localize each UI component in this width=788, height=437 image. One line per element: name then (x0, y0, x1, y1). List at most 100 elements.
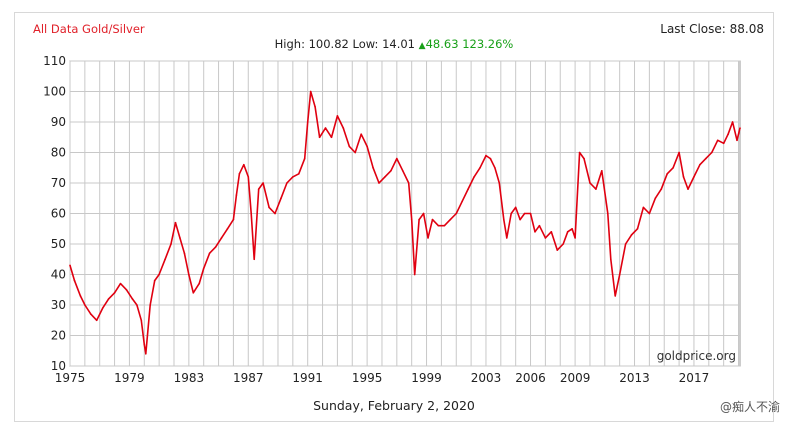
data-point (410, 218, 413, 221)
series-line (69, 90, 741, 355)
data-point (179, 237, 181, 239)
y-tick-label: 20 (51, 329, 66, 343)
data-point (614, 295, 617, 297)
low-value: 14.01 (382, 37, 416, 51)
data-point (247, 176, 250, 178)
data-point (309, 90, 312, 93)
change-percent: 123.26% (462, 37, 514, 51)
data-point (318, 136, 321, 139)
data-point (550, 231, 553, 233)
data-point (143, 343, 146, 346)
x-tick-label: 2013 (619, 371, 650, 385)
data-point (235, 194, 238, 196)
data-point (624, 243, 627, 245)
data-point (461, 200, 463, 203)
data-point (505, 237, 508, 239)
data-point (149, 304, 152, 306)
data-point (238, 173, 241, 175)
x-tick-label: 2009 (560, 371, 591, 385)
x-tick-label: 2003 (471, 371, 502, 385)
data-point (489, 157, 492, 160)
data-point (253, 258, 256, 261)
data-point (220, 237, 223, 239)
data-point (198, 282, 201, 285)
data-point (314, 105, 316, 108)
data-point (69, 264, 71, 267)
data-point (84, 304, 86, 306)
data-point (687, 188, 689, 190)
data-point (101, 307, 104, 309)
data-point (232, 218, 235, 221)
data-point (473, 176, 475, 178)
data-point (601, 170, 603, 172)
y-tick-label: 100 (43, 85, 66, 99)
data-point (73, 279, 76, 282)
data-point (280, 197, 282, 200)
data-point (455, 212, 458, 215)
data-point (739, 127, 741, 129)
x-tick-label: 1975 (55, 371, 86, 385)
data-point (722, 142, 725, 145)
data-point (609, 258, 612, 261)
data-point (418, 218, 420, 221)
data-point (437, 224, 440, 227)
data-point (529, 212, 532, 215)
change-value: 48.63 (425, 37, 459, 51)
data-point (354, 151, 357, 154)
data-point (514, 206, 517, 209)
x-tick-label: 1983 (174, 371, 205, 385)
y-tick-label: 110 (43, 54, 66, 68)
x-tick-label: 1999 (411, 371, 442, 385)
data-point (534, 231, 536, 233)
x-tick-label: 2017 (679, 371, 710, 385)
data-point (571, 227, 573, 230)
x-tick-label: 1991 (292, 371, 323, 385)
data-point (693, 176, 695, 178)
data-point (566, 231, 569, 233)
data-point (574, 237, 576, 239)
last-close-label: Last Close: (660, 22, 726, 36)
y-tick-label: 40 (51, 268, 66, 282)
y-tick-label: 90 (51, 115, 66, 129)
data-point (107, 298, 110, 300)
data-point (485, 154, 487, 157)
data-point (502, 218, 505, 221)
data-point (589, 182, 591, 184)
data-point (727, 133, 729, 135)
watermark: @痴人不渝 (719, 400, 780, 414)
data-point (666, 173, 669, 175)
y-tick-label: 30 (51, 298, 66, 312)
data-point (583, 157, 585, 160)
data-point (183, 252, 186, 254)
y-tick-label: 60 (51, 207, 66, 221)
data-point (606, 212, 609, 215)
data-point (630, 234, 633, 236)
data-point (523, 212, 526, 215)
data-point (660, 188, 663, 190)
data-point (556, 249, 559, 251)
data-point (538, 224, 541, 227)
data-point (636, 227, 639, 230)
data-point (360, 133, 362, 135)
data-point (422, 212, 425, 215)
data-point (710, 151, 713, 154)
data-point (390, 170, 392, 172)
data-point (578, 151, 581, 154)
data-point (678, 151, 680, 154)
data-point (736, 139, 738, 142)
x-tick-label: 2006 (515, 371, 546, 385)
data-point (407, 182, 410, 184)
data-point (342, 127, 345, 129)
data-point (119, 282, 122, 285)
data-point (226, 227, 229, 230)
data-point (413, 273, 416, 276)
data-point (303, 157, 306, 160)
data-point (618, 273, 621, 276)
data-point (716, 139, 719, 142)
data-point (384, 176, 386, 178)
data-point (443, 224, 446, 227)
data-point (498, 182, 501, 184)
data-point (214, 246, 217, 248)
up-triangle-icon: ▲ (418, 41, 426, 51)
